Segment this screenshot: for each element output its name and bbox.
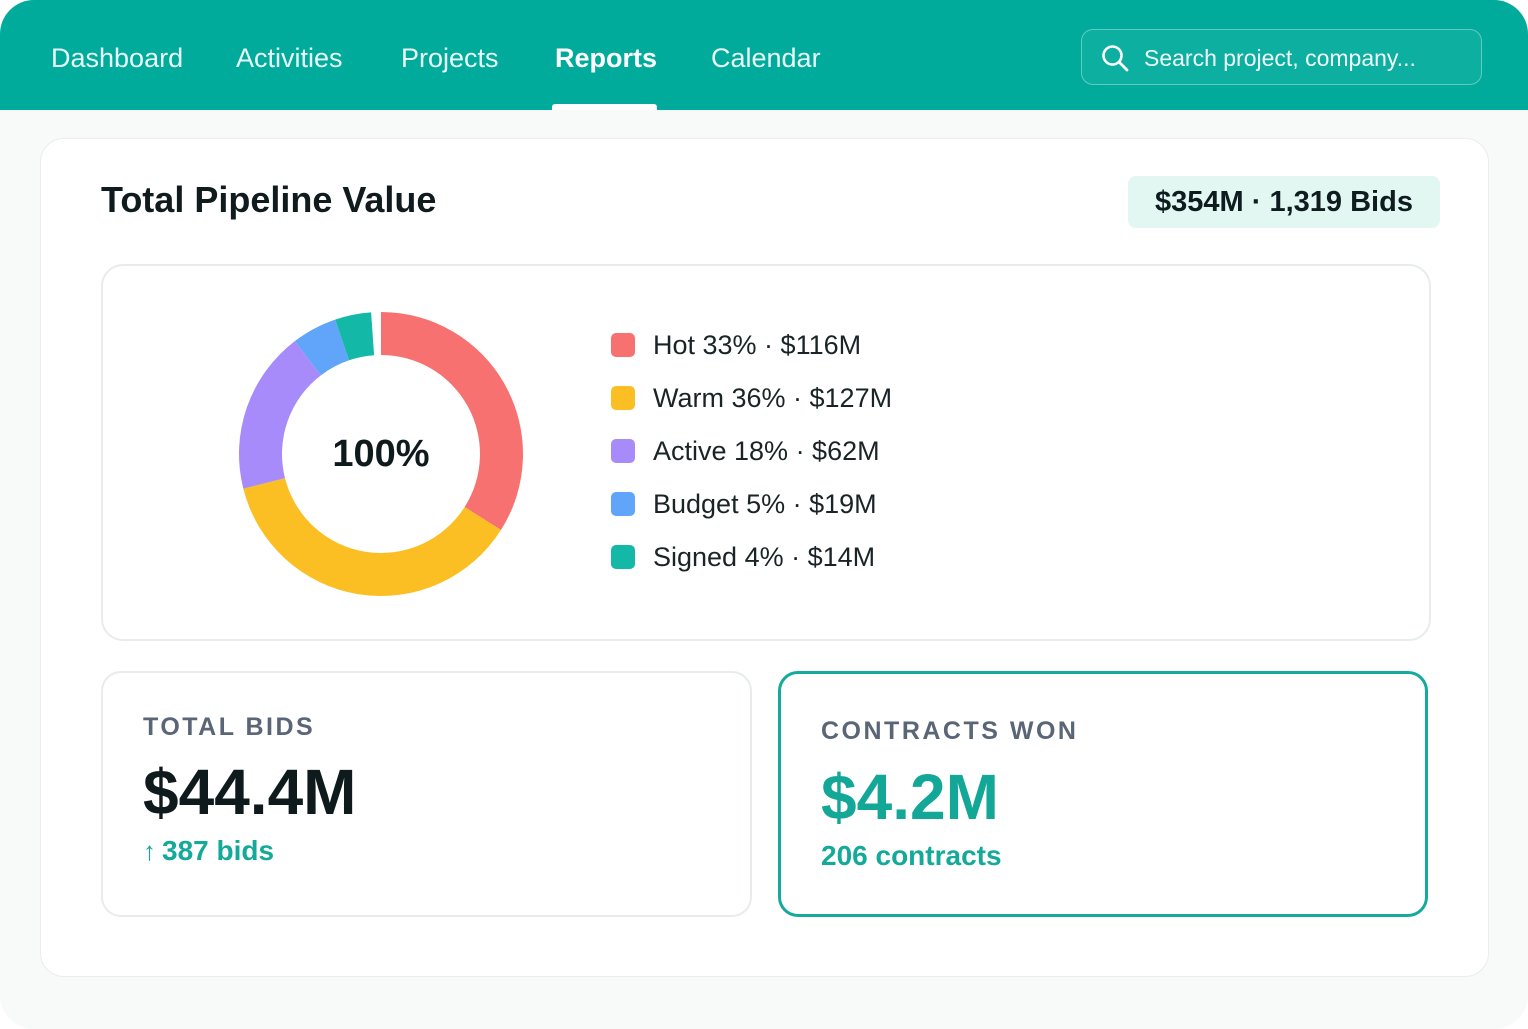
total-bids-value: $44.4M	[143, 756, 357, 828]
legend-label: Signed 4% · $14M	[653, 542, 876, 572]
active-tab-indicator	[552, 104, 657, 110]
legend-swatch	[611, 492, 635, 516]
nav-reports[interactable]: Reports	[555, 43, 658, 73]
contracts-won-value: $4.2M	[821, 761, 999, 833]
donut-slice-warm[interactable]	[243, 478, 501, 596]
total-bids-count-text: 387 bids	[162, 835, 275, 866]
donut-slice-signed[interactable]	[335, 312, 375, 361]
legend-label: Hot 33% · $116M	[653, 330, 862, 360]
donut-slice-active[interactable]	[239, 341, 321, 489]
legend-swatch	[611, 439, 635, 463]
legend-label: Budget 5% · $19M	[653, 489, 877, 519]
nav-calendar[interactable]: Calendar	[711, 43, 821, 73]
contracts-won-label: CONTRACTS WON	[821, 717, 1079, 745]
contracts-won-card[interactable]: CONTRACTS WON $4.2M 206 contracts	[778, 671, 1428, 917]
page-title: Total Pipeline Value	[101, 179, 437, 220]
total-bids-card[interactable]: TOTAL BIDS $44.4M ↑ 387 bids	[101, 671, 752, 917]
pipeline-summary-badge: $354M · 1,319 Bids	[1128, 176, 1440, 228]
top-nav-bar: Dashboard Activities Projects Reports Ca…	[0, 0, 1528, 110]
search-box[interactable]	[1081, 29, 1482, 85]
legend-label: Warm 36% · $127M	[653, 383, 893, 413]
legend-label: Active 18% · $62M	[653, 436, 880, 466]
donut-slice-budget[interactable]	[294, 319, 350, 376]
nav-activities[interactable]: Activities	[236, 43, 343, 73]
legend-swatch	[611, 333, 635, 357]
pipeline-donut-chart: 100%	[239, 312, 523, 596]
total-bids-label: TOTAL BIDS	[143, 713, 316, 741]
donut-slice-hot[interactable]	[381, 312, 523, 531]
legend-swatch	[611, 545, 635, 569]
search-input[interactable]	[1144, 38, 1464, 78]
donut-center-label: 100%	[332, 433, 429, 475]
pipeline-card: Total Pipeline Value $354M · 1,319 Bids …	[40, 138, 1489, 977]
legend-swatch	[611, 386, 635, 410]
pipeline-chart-panel: 100% Hot 33% · $116M Warm 36% · $127M Ac…	[101, 264, 1431, 641]
arrow-up-icon: ↑	[143, 836, 156, 866]
nav-projects[interactable]: Projects	[401, 43, 499, 73]
contracts-won-count: 206 contracts	[821, 840, 1002, 871]
total-bids-count: ↑ 387 bids	[143, 835, 274, 867]
nav-dashboard[interactable]: Dashboard	[51, 43, 184, 73]
search-icon	[1102, 45, 1129, 72]
